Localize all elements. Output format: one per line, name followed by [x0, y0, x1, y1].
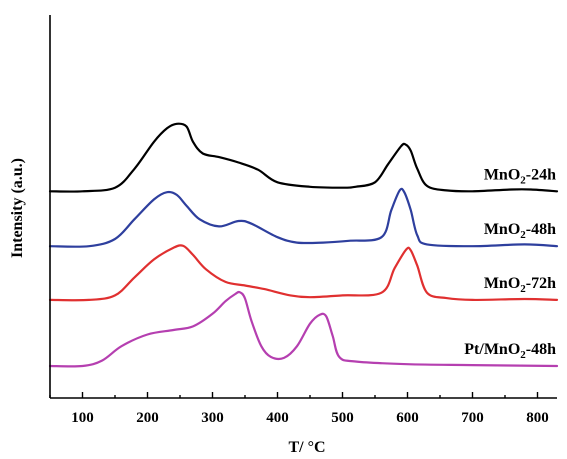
series-line-2 [48, 244, 559, 302]
x-tick-label-800: 800 [526, 410, 549, 426]
x-tick-label-100: 100 [71, 410, 94, 426]
series-label-subscript: 2 [520, 283, 526, 295]
series-label-0: MnO2-24h [484, 166, 556, 186]
x-tick-label-500: 500 [331, 410, 354, 426]
axes: 100 200 300 400 500 600 700 800 [49, 15, 557, 426]
x-tick-label-400: 400 [266, 410, 289, 426]
x-tick-label-600: 600 [396, 410, 419, 426]
x-tick-label-200: 200 [136, 410, 159, 426]
series-label-3: Pt/MnO2-48h [464, 341, 556, 361]
series-label-main: MnO [484, 221, 520, 238]
series-line-1 [48, 187, 559, 248]
series-label-subscript: 2 [520, 349, 526, 361]
series-label-suffix: -24h [526, 166, 556, 183]
x-axis-title: T/ °C [288, 439, 325, 456]
series-label-suffix: -48h [526, 221, 556, 238]
series-line-0 [48, 122, 559, 193]
series-label-subscript: 2 [520, 174, 526, 186]
series-label-subscript: 2 [520, 229, 526, 241]
series-label-1: MnO2-48h [484, 221, 556, 241]
series-label-main: Pt/MnO [464, 341, 520, 358]
series-label-main: MnO [484, 166, 520, 183]
series-label-suffix: -48h [526, 341, 556, 358]
series-label-2: MnO2-72h [484, 275, 556, 295]
series-label-main: MnO [484, 275, 520, 292]
x-tick-label-700: 700 [461, 410, 484, 426]
series-label-suffix: -72h [526, 275, 556, 292]
plot-area [48, 122, 559, 368]
series-line-3 [48, 290, 559, 368]
x-tick-label-300: 300 [201, 410, 224, 426]
y-axis-title: Intensity (a.u.) [9, 158, 26, 258]
